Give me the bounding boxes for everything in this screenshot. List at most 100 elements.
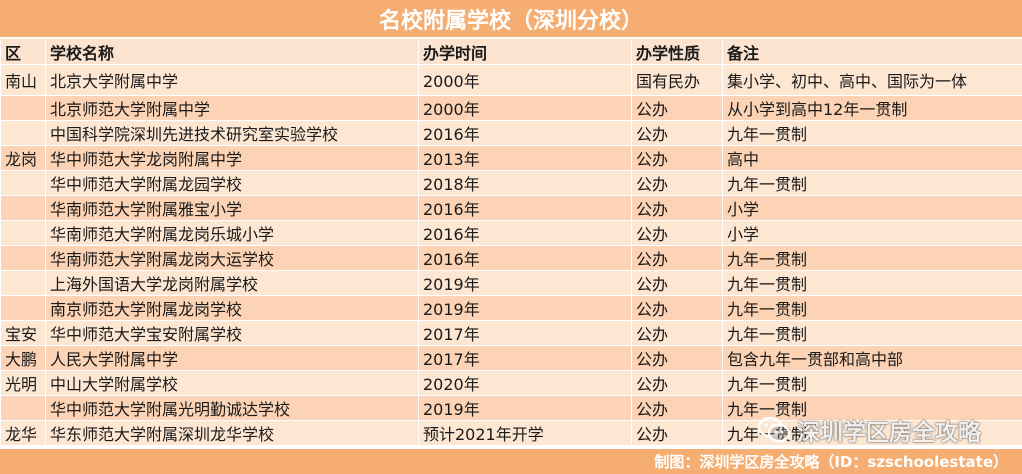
cell-year: 2016年 bbox=[418, 220, 632, 246]
cell-year: 2019年 bbox=[418, 395, 632, 421]
cell-district: 宝安 bbox=[0, 320, 46, 346]
table-row: 宝安 华中师范大学宝安附属学校 2017年 公办 九年一贯制 bbox=[0, 320, 1022, 346]
header-note: 备注 bbox=[722, 38, 1022, 65]
cell-type: 公办 bbox=[631, 395, 723, 421]
cell-type: 公办 bbox=[631, 295, 723, 321]
cell-note: 九年一贯制 bbox=[722, 120, 1022, 146]
table-row: 华南师范大学附属龙岗乐城小学 2016年 公办 小学 bbox=[0, 220, 1022, 246]
cell-type: 公办 bbox=[631, 345, 723, 371]
cell-type: 公办 bbox=[631, 245, 723, 271]
header-row: 区 学校名称 办学时间 办学性质 备注 bbox=[0, 38, 1022, 65]
cell-district bbox=[0, 270, 46, 296]
cell-type: 公办 bbox=[631, 145, 723, 171]
cell-year: 2016年 bbox=[418, 120, 632, 146]
cell-note: 九年一贯制 bbox=[722, 270, 1022, 296]
cell-school-name: 华南师范大学附属龙岗乐城小学 bbox=[45, 220, 419, 246]
cell-year: 2020年 bbox=[418, 370, 632, 396]
cell-year: 2018年 bbox=[418, 170, 632, 196]
cell-year: 2019年 bbox=[418, 295, 632, 321]
table-row: 大鹏 人民大学附属中学 2017年 公办 包含九年一贯部和高中部 bbox=[0, 345, 1022, 371]
cell-district bbox=[0, 295, 46, 321]
cell-district bbox=[0, 195, 46, 221]
cell-district bbox=[0, 120, 46, 146]
cell-school-name: 华南师范大学附属雅宝小学 bbox=[45, 195, 419, 221]
cell-district: 南山 bbox=[0, 64, 46, 96]
cell-type: 公办 bbox=[631, 420, 723, 446]
cell-school-name: 中国科学院深圳先进技术研究室实验学校 bbox=[45, 120, 419, 146]
cell-district: 光明 bbox=[0, 370, 46, 396]
cell-district bbox=[0, 245, 46, 271]
cell-note: 包含九年一贯部和高中部 bbox=[722, 345, 1022, 371]
watermark: 深圳学区房全攻略 bbox=[757, 414, 981, 446]
cell-year: 2016年 bbox=[418, 195, 632, 221]
cell-note: 九年一贯制 bbox=[722, 320, 1022, 346]
cell-type: 公办 bbox=[631, 95, 723, 121]
cell-year: 预计2021年开学 bbox=[418, 420, 632, 446]
cell-note: 集小学、初中、高中、国际为一体 bbox=[722, 64, 1022, 96]
cell-district bbox=[0, 395, 46, 421]
table-title: 名校附属学校（深圳分校） bbox=[0, 0, 1022, 38]
watermark-text: 深圳学区房全攻略 bbox=[797, 420, 981, 446]
cell-type: 公办 bbox=[631, 320, 723, 346]
cell-type: 公办 bbox=[631, 370, 723, 396]
cell-school-name: 华中师范大学附属光明勤诚达学校 bbox=[45, 395, 419, 421]
cell-type: 公办 bbox=[631, 220, 723, 246]
cell-school-name: 华中师范大学龙岗附属中学 bbox=[45, 145, 419, 171]
cell-note: 从小学到高中12年一贯制 bbox=[722, 95, 1022, 121]
cell-district bbox=[0, 95, 46, 121]
cell-year: 2017年 bbox=[418, 320, 632, 346]
table-row: 龙岗 华中师范大学龙岗附属中学 2013年 公办 高中 bbox=[0, 145, 1022, 171]
header-type: 办学性质 bbox=[631, 38, 723, 65]
table-row: 南山 北京大学附属中学 2000年 国有民办 集小学、初中、高中、国际为一体 bbox=[0, 64, 1022, 96]
cell-note: 九年一贯制 bbox=[722, 245, 1022, 271]
cell-note: 高中 bbox=[722, 145, 1022, 171]
cell-type: 国有民办 bbox=[631, 64, 723, 96]
table-row: 华中师范大学附属龙园学校 2018年 公办 九年一贯制 bbox=[0, 170, 1022, 196]
cell-note: 九年一贯制 bbox=[722, 295, 1022, 321]
table-row: 上海外国语大学龙岗附属学校 2019年 公办 九年一贯制 bbox=[0, 270, 1022, 296]
cell-note: 小学 bbox=[722, 220, 1022, 246]
cell-school-name: 南京师范大学附属龙岗学校 bbox=[45, 295, 419, 321]
cell-note: 九年一贯制 bbox=[722, 395, 1022, 421]
table-row: 北京师范大学附属中学 2000年 公办 从小学到高中12年一贯制 bbox=[0, 95, 1022, 121]
cell-school-name: 华东师范大学附属深圳龙华学校 bbox=[45, 420, 419, 446]
cell-year: 2019年 bbox=[418, 270, 632, 296]
header-year: 办学时间 bbox=[418, 38, 632, 65]
table-row: 华南师范大学附属龙岗大运学校 2016年 公办 九年一贯制 bbox=[0, 245, 1022, 271]
cell-year: 2000年 bbox=[418, 95, 632, 121]
cell-year: 2000年 bbox=[418, 64, 632, 96]
cell-school-name: 北京师范大学附属中学 bbox=[45, 95, 419, 121]
cell-school-name: 人民大学附属中学 bbox=[45, 345, 419, 371]
cell-district: 大鹏 bbox=[0, 345, 46, 371]
cell-note: 九年一贯制 bbox=[722, 170, 1022, 196]
footer-credit: 制图：深圳学区房全攻略（ID：szschoolestate） bbox=[0, 449, 1022, 474]
cell-school-name: 华中师范大学附属龙园学校 bbox=[45, 170, 419, 196]
cell-district: 龙岗 bbox=[0, 145, 46, 171]
cell-school-name: 中山大学附属学校 bbox=[45, 370, 419, 396]
cell-type: 公办 bbox=[631, 270, 723, 296]
cell-note: 九年一贯制 bbox=[722, 370, 1022, 396]
cell-year: 2017年 bbox=[418, 345, 632, 371]
header-district: 区 bbox=[0, 38, 46, 65]
cell-type: 公办 bbox=[631, 120, 723, 146]
header-school-name: 学校名称 bbox=[45, 38, 419, 65]
cell-district bbox=[0, 170, 46, 196]
cell-type: 公办 bbox=[631, 195, 723, 221]
cell-school-name: 华南师范大学附属龙岗大运学校 bbox=[45, 245, 419, 271]
table-row: 南京师范大学附属龙岗学校 2019年 公办 九年一贯制 bbox=[0, 295, 1022, 321]
table-row: 华南师范大学附属雅宝小学 2016年 公办 小学 bbox=[0, 195, 1022, 221]
table-row: 中国科学院深圳先进技术研究室实验学校 2016年 公办 九年一贯制 bbox=[0, 120, 1022, 146]
cell-school-name: 上海外国语大学龙岗附属学校 bbox=[45, 270, 419, 296]
cell-district bbox=[0, 220, 46, 246]
wechat-icon bbox=[757, 416, 791, 443]
cell-school-name: 华中师范大学宝安附属学校 bbox=[45, 320, 419, 346]
cell-note: 小学 bbox=[722, 195, 1022, 221]
table-row: 光明 中山大学附属学校 2020年 公办 九年一贯制 bbox=[0, 370, 1022, 396]
cell-district: 龙华 bbox=[0, 420, 46, 446]
cell-year: 2016年 bbox=[418, 245, 632, 271]
cell-year: 2013年 bbox=[418, 145, 632, 171]
table-body: 南山 北京大学附属中学 2000年 国有民办 集小学、初中、高中、国际为一体 北京师范大学… bbox=[0, 64, 1022, 446]
cell-type: 公办 bbox=[631, 170, 723, 196]
cell-school-name: 北京大学附属中学 bbox=[45, 64, 419, 96]
